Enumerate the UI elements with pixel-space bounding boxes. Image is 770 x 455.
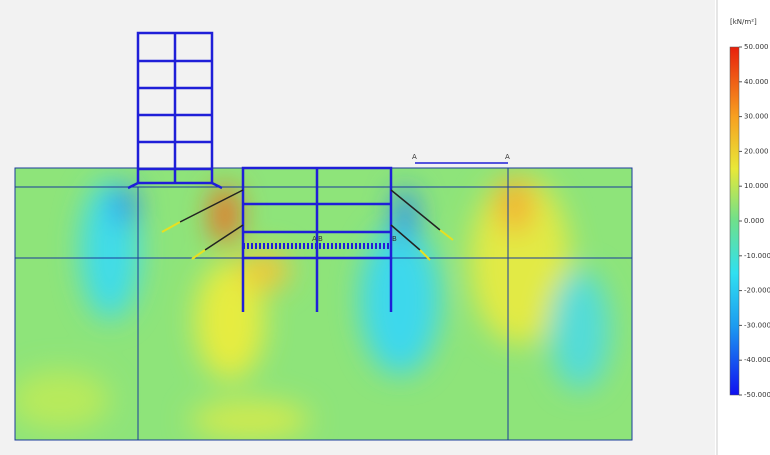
colorbar-tick-label: 10.000 — [744, 182, 769, 190]
load-label: A — [412, 153, 417, 161]
colorbar-tick-label: -30.000 — [744, 321, 770, 329]
colorbar-tick-label: 30.000 — [744, 113, 769, 121]
load-label: A — [312, 235, 317, 243]
contour-field — [10, 168, 632, 440]
colorbar-tick-label: -10.000 — [744, 252, 770, 260]
colorbar-tick-label: 0.000 — [744, 217, 764, 225]
colorbar-unit: [kN/m²] — [730, 18, 757, 26]
colorbar-tick-label: -20.000 — [744, 287, 770, 295]
load-label: A — [505, 153, 510, 161]
colorbar-tick-label: 50.000 — [744, 43, 769, 51]
screen: A A A B B [kN/m²] 50.000 40.000 30.000 20.0… — [0, 0, 770, 455]
colorbar — [730, 47, 739, 395]
load-label: B — [318, 235, 323, 243]
colorbar-tick-label: 40.000 — [744, 78, 769, 86]
colorbar-tick-label: 20.000 — [744, 147, 769, 155]
load-label: B — [392, 235, 397, 243]
colorbar-tick-label: -50.000 — [744, 391, 770, 399]
colorbar-tick-label: -40.000 — [744, 356, 770, 364]
